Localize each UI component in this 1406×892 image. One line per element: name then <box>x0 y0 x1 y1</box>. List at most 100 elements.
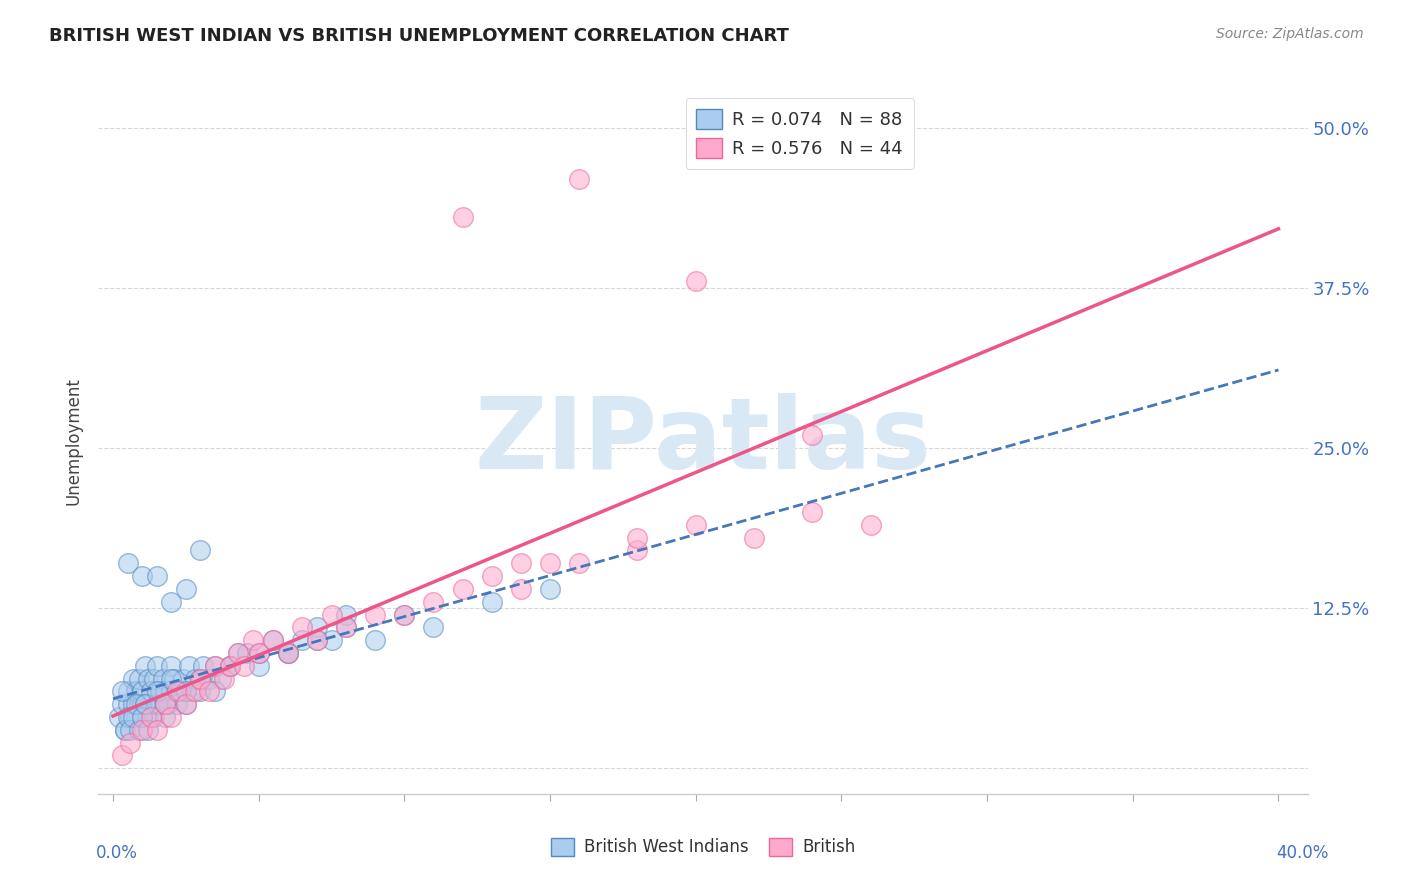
Point <box>128 672 150 686</box>
Point <box>204 684 226 698</box>
Point <box>247 658 270 673</box>
Point <box>321 607 343 622</box>
Point <box>145 684 167 698</box>
Point <box>335 620 357 634</box>
Point <box>538 556 561 570</box>
Point <box>128 697 150 711</box>
Point <box>212 672 235 686</box>
Point <box>394 607 416 622</box>
Point <box>114 723 136 737</box>
Point <box>204 658 226 673</box>
Point <box>169 684 191 698</box>
Point <box>114 723 136 737</box>
Y-axis label: Unemployment: Unemployment <box>65 377 83 506</box>
Point <box>155 710 177 724</box>
Point <box>262 633 284 648</box>
Point <box>422 620 444 634</box>
Point <box>190 672 212 686</box>
Point <box>131 684 153 698</box>
Point <box>509 582 531 596</box>
Point <box>277 646 299 660</box>
Point <box>174 697 197 711</box>
Point <box>117 697 139 711</box>
Point <box>742 531 765 545</box>
Point <box>364 633 387 648</box>
Point <box>134 658 156 673</box>
Point <box>160 672 183 686</box>
Point <box>305 633 328 648</box>
Point <box>335 607 357 622</box>
Point <box>122 697 145 711</box>
Point <box>226 646 249 660</box>
Point <box>160 595 183 609</box>
Point <box>183 684 205 698</box>
Text: ZIPatlas: ZIPatlas <box>475 393 931 490</box>
Point <box>262 633 284 648</box>
Point <box>198 684 221 698</box>
Point <box>335 620 357 634</box>
Point <box>394 607 416 622</box>
Point <box>236 646 259 660</box>
Point <box>149 684 172 698</box>
Point <box>136 710 159 724</box>
Point <box>177 658 200 673</box>
Point <box>190 684 212 698</box>
Point <box>509 556 531 570</box>
Point <box>233 658 256 673</box>
Point <box>149 697 172 711</box>
Point <box>291 620 314 634</box>
Point <box>125 710 148 724</box>
Point <box>111 697 134 711</box>
Point <box>155 697 177 711</box>
Point <box>111 748 134 763</box>
Point <box>190 672 212 686</box>
Point <box>204 658 226 673</box>
Point <box>120 710 142 724</box>
Point <box>134 697 156 711</box>
Point <box>145 658 167 673</box>
Point <box>190 543 212 558</box>
Point <box>174 684 197 698</box>
Point <box>277 646 299 660</box>
Point <box>139 710 162 724</box>
Point <box>305 633 328 648</box>
Point <box>198 672 221 686</box>
Point <box>122 672 145 686</box>
Point <box>277 646 299 660</box>
Point <box>131 697 153 711</box>
Point <box>142 710 165 724</box>
Point <box>139 697 162 711</box>
Point <box>117 556 139 570</box>
Point <box>209 672 232 686</box>
Point <box>568 172 591 186</box>
Text: 40.0%: 40.0% <box>1277 844 1329 862</box>
Point <box>226 646 249 660</box>
Point <box>117 710 139 724</box>
Point <box>136 672 159 686</box>
Point <box>481 569 503 583</box>
Point <box>685 517 707 532</box>
Point <box>120 723 142 737</box>
Point <box>451 582 474 596</box>
Point <box>163 672 186 686</box>
Point <box>218 658 240 673</box>
Point <box>166 684 188 698</box>
Point <box>180 684 202 698</box>
Point <box>321 633 343 648</box>
Point <box>242 633 264 648</box>
Point <box>481 595 503 609</box>
Point <box>131 710 153 724</box>
Point <box>120 736 142 750</box>
Point <box>626 531 648 545</box>
Text: 0.0%: 0.0% <box>96 844 138 862</box>
Point <box>155 697 177 711</box>
Point <box>291 633 314 648</box>
Point <box>122 710 145 724</box>
Text: BRITISH WEST INDIAN VS BRITISH UNEMPLOYMENT CORRELATION CHART: BRITISH WEST INDIAN VS BRITISH UNEMPLOYM… <box>49 27 789 45</box>
Point <box>247 646 270 660</box>
Point <box>145 723 167 737</box>
Point <box>139 684 162 698</box>
Point <box>117 684 139 698</box>
Point <box>131 569 153 583</box>
Point <box>142 672 165 686</box>
